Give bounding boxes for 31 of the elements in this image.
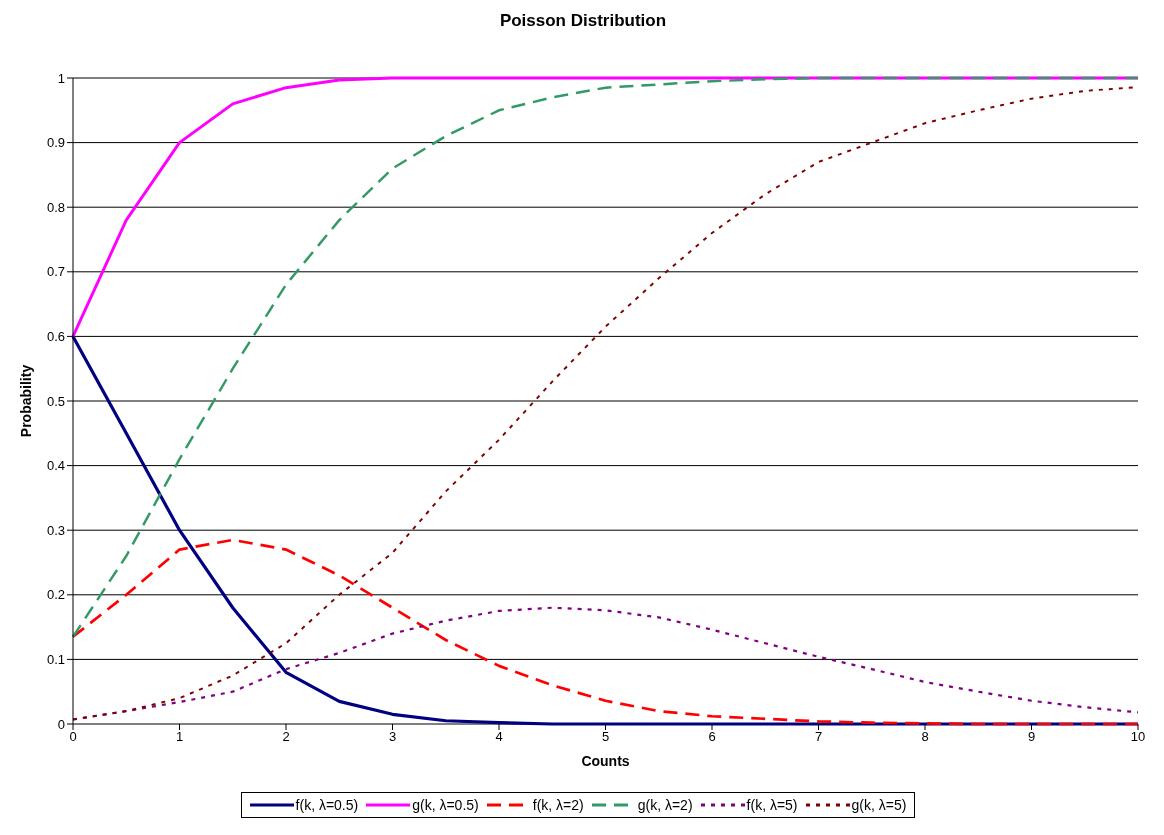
y-tick-label: 1 (57, 70, 65, 86)
x-tick-label: 6 (708, 729, 716, 745)
x-tick-label: 7 (814, 729, 823, 745)
y-tick-label: 0 (57, 716, 65, 732)
x-tick-label: 4 (495, 729, 503, 745)
x-tick-label: 9 (1027, 729, 1036, 745)
x-tick-label: 2 (282, 729, 290, 745)
y-tick-label: 0.9 (46, 135, 65, 151)
chart-title: Poisson Distribution (498, 10, 668, 32)
y-tick-label: 0.8 (46, 199, 65, 215)
y-axis-title: Probability (17, 364, 34, 438)
x-axis-title: Counts (581, 753, 630, 769)
x-tick-label: 5 (601, 729, 610, 745)
y-tick-label: 0.6 (46, 329, 65, 345)
y-tick-label: 0.5 (46, 393, 65, 409)
x-tick-label: 0 (69, 729, 77, 745)
x-tick-label: 10 (1130, 729, 1146, 745)
y-tick-label: 0.7 (46, 264, 65, 280)
legend-label: f(k, λ=5) (746, 797, 798, 813)
legend-label: f(k, λ=0.5) (295, 797, 359, 813)
legend-label: g(k, λ=0.5) (412, 797, 479, 813)
y-tick-label: 0.3 (46, 522, 65, 538)
y-tick-label: 0.4 (46, 458, 65, 474)
legend-label: g(k, λ=5) (851, 797, 907, 813)
x-tick-label: 1 (175, 729, 184, 745)
y-tick-label: 0.1 (46, 652, 65, 668)
x-tick-label: 8 (921, 729, 929, 745)
legend-label: g(k, λ=2) (637, 797, 693, 813)
y-tick-label: 0.2 (46, 587, 65, 603)
legend-label: f(k, λ=2) (532, 797, 584, 813)
x-tick-label: 3 (388, 729, 397, 745)
